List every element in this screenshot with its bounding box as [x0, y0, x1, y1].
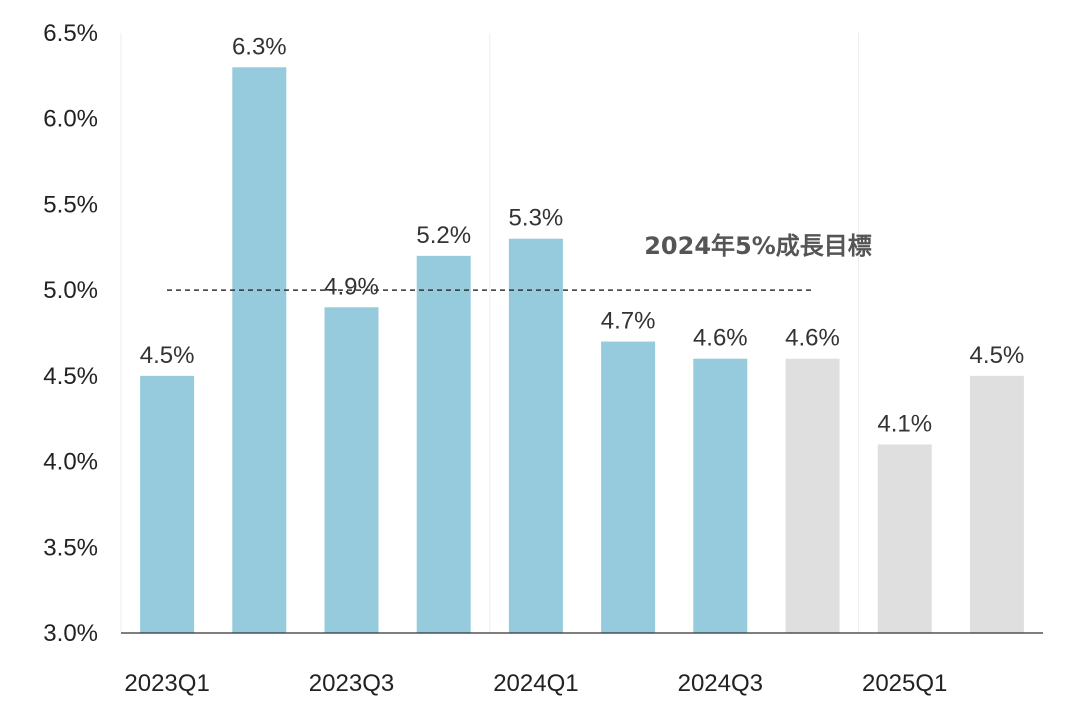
- data-labels: 4.5% 6.3% 4.9% 5.2% 5.3% 4.7% 4.6% 4.6% 4.1% 4.5%: [140, 33, 1025, 437]
- data-label-2024Q3: 4.6%: [693, 325, 748, 352]
- bar-2023Q3: [324, 307, 379, 633]
- bar-2024Q3: [693, 358, 748, 633]
- y-tick-label: 4.0%: [43, 449, 98, 476]
- y-tick-label: 3.0%: [43, 620, 98, 647]
- data-label-2024Q4: 4.6%: [785, 325, 840, 352]
- bar-2023Q2: [232, 67, 287, 634]
- y-tick-label: 4.5%: [43, 363, 98, 390]
- bar-2024Q4: [785, 358, 840, 633]
- data-label-2023Q3: 4.9%: [324, 273, 379, 300]
- y-tick-label: 5.0%: [43, 277, 98, 304]
- y-tick-label: 5.5%: [43, 191, 98, 218]
- y-tick-label: 3.5%: [43, 534, 98, 561]
- data-label-2023Q1: 4.5%: [140, 342, 195, 369]
- bar-2024Q2: [601, 341, 656, 633]
- x-tick-label-2025Q1: 2025Q1: [862, 670, 947, 697]
- data-label-2024Q1: 5.3%: [509, 205, 564, 232]
- y-tick-label: 6.0%: [43, 106, 98, 133]
- x-tick-label-2023Q1: 2023Q1: [124, 670, 209, 697]
- year-separators: [120, 33, 860, 633]
- target-annotation: 2024年5%成長目標: [644, 232, 872, 260]
- x-axis-ticks: 2023Q1 2023Q3 2024Q1 2024Q3 2025Q1: [124, 670, 947, 697]
- bar-2024Q1: [508, 238, 563, 633]
- y-tick-label: 6.5%: [43, 20, 98, 47]
- bars: [140, 67, 1024, 634]
- x-tick-label-2024Q3: 2024Q3: [678, 670, 763, 697]
- bar-2023Q4: [416, 255, 471, 633]
- data-label-2024Q2: 4.7%: [601, 308, 656, 335]
- data-label-2023Q2: 6.3%: [232, 33, 287, 60]
- bar-2025Q2: [969, 375, 1024, 633]
- bar-2023Q1: [140, 375, 195, 633]
- x-tick-label-2023Q3: 2023Q3: [309, 670, 394, 697]
- data-label-2023Q4: 5.2%: [416, 222, 471, 249]
- data-label-2025Q2: 4.5%: [970, 342, 1025, 369]
- y-axis-ticks: 3.0% 3.5% 4.0% 4.5% 5.0% 5.5% 6.0% 6.5%: [43, 20, 98, 647]
- x-tick-label-2024Q1: 2024Q1: [493, 670, 578, 697]
- bar-2025Q1: [877, 444, 932, 633]
- data-label-2025Q1: 4.1%: [877, 410, 932, 437]
